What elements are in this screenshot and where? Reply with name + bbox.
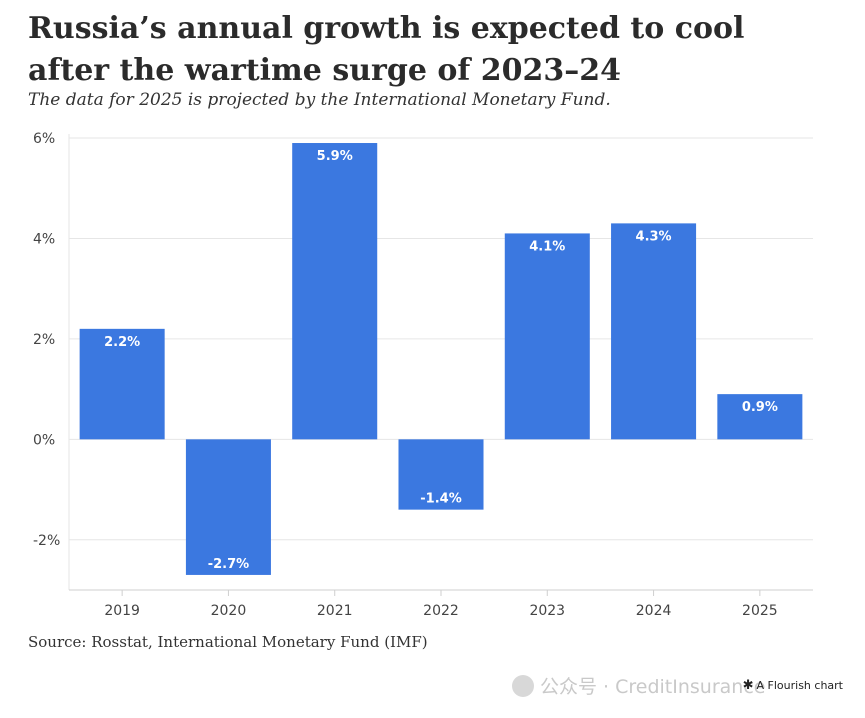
watermark: 公众号 · CreditInsurance (512, 672, 765, 699)
source-note: Source: Rosstat, International Monetary … (28, 633, 428, 651)
x-tick-label: 2019 (104, 603, 140, 619)
data-label: 4.3% (636, 229, 672, 244)
bar (292, 143, 378, 440)
x-tick-label: 2025 (742, 603, 778, 619)
bar (717, 394, 803, 440)
x-tick-label: 2021 (317, 603, 353, 619)
x-tick-label: 2020 (211, 603, 247, 619)
y-tick-label: -2% (33, 533, 60, 549)
chart-title: Russia’s annual growth is expected to co… (28, 11, 745, 88)
flourish-credit[interactable]: ✱ A Flourish chart (743, 678, 843, 693)
data-label: -2.7% (208, 557, 249, 572)
bar (611, 223, 697, 440)
data-label: -1.4% (420, 492, 461, 507)
y-tick-label: 2% (33, 332, 55, 348)
x-tick-label: 2024 (636, 603, 672, 619)
x-tick-label: 2023 (529, 603, 565, 619)
bar (504, 233, 590, 440)
data-label: 5.9% (317, 149, 353, 164)
wechat-icon (512, 674, 534, 697)
y-tick-label: 0% (33, 432, 55, 448)
bar (398, 439, 484, 510)
watermark-text: 公众号 · CreditInsurance (540, 676, 766, 698)
bar (185, 439, 271, 575)
data-label: 0.9% (742, 400, 778, 415)
data-label: 4.1% (529, 239, 565, 254)
bar (79, 328, 165, 440)
y-tick-label: 6% (33, 131, 55, 147)
data-label: 2.2% (104, 335, 140, 350)
x-tick-label: 2022 (423, 603, 459, 619)
flourish-label: A Flourish chart (756, 679, 843, 692)
y-tick-label: 4% (33, 231, 55, 247)
flourish-icon: ✱ (742, 678, 754, 693)
bar-chart: 6% 4% 2% 0% -2% 2.2% 2019 -2.7% 2020 5.9% 2021 -1.4… (33, 131, 813, 619)
chart-subtitle: The data for 2025 is projected by the In… (28, 90, 611, 110)
